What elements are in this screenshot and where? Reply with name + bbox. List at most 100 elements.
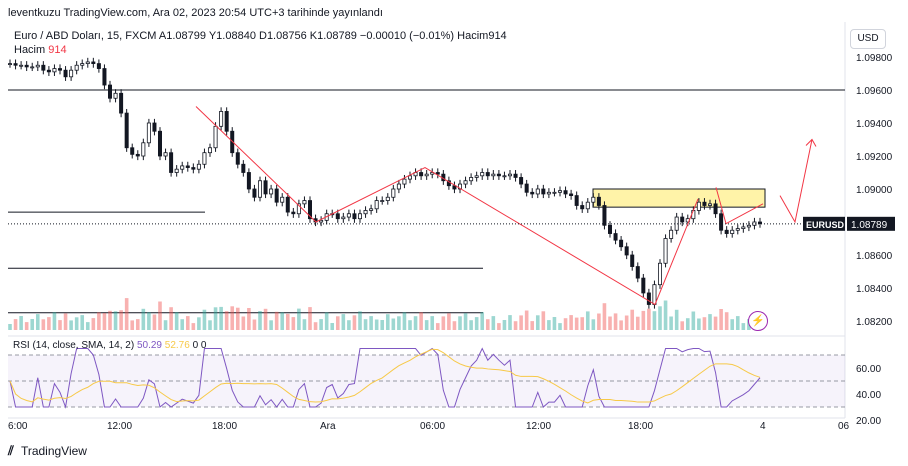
volume-bar — [697, 318, 701, 330]
candle — [207, 147, 212, 154]
symbol-legend: Euro / ABD Doları, 15, FXCM A1.08799 Y1.… — [14, 29, 507, 57]
candle — [474, 175, 479, 178]
candle — [457, 183, 462, 190]
volume-bar — [730, 319, 735, 330]
candle — [363, 210, 368, 215]
candle — [407, 175, 412, 180]
candle — [235, 152, 240, 165]
candle — [335, 213, 340, 220]
price-tick-label: 1.08600 — [856, 251, 893, 262]
volume-bar — [63, 313, 68, 330]
candle — [141, 142, 146, 157]
volume-bar — [685, 318, 690, 330]
volume-bar — [391, 318, 396, 330]
volume-bar — [347, 320, 351, 330]
rsi-ma-value: 52.76 — [164, 340, 190, 351]
candle — [113, 92, 118, 99]
candle — [380, 200, 385, 202]
candle — [624, 246, 629, 256]
candle — [669, 229, 674, 239]
volume-bar — [458, 316, 462, 330]
volume-bar — [130, 320, 135, 330]
volume-bar — [41, 319, 46, 330]
volume-bar — [719, 309, 723, 330]
candle — [691, 210, 696, 220]
volume-bar — [547, 320, 551, 330]
volume-bar — [474, 317, 479, 330]
volume-bar — [274, 311, 279, 330]
volume-bar — [530, 321, 535, 330]
volume-bar — [413, 316, 418, 330]
candle — [635, 266, 640, 279]
candle — [735, 228, 740, 231]
volume-bar — [119, 310, 123, 330]
volume-bar — [563, 318, 568, 330]
volume-bar — [635, 316, 640, 330]
volume-bar — [380, 320, 385, 330]
candle — [535, 188, 540, 195]
candle — [724, 229, 729, 234]
publish-caption: leventkuzu TradingView.com, Ara 02, 2023… — [8, 7, 383, 19]
candle — [741, 226, 746, 229]
candle — [274, 188, 279, 203]
candle — [402, 178, 407, 185]
symbol-line: Euro / ABD Doları, 15, FXCM A1.08799 Y1.… — [14, 30, 507, 42]
candle — [357, 213, 362, 220]
candle — [419, 172, 424, 177]
volume-bar — [124, 298, 129, 330]
candle — [63, 69, 68, 78]
candle — [191, 167, 196, 170]
candle — [80, 63, 85, 66]
volume-bar — [13, 319, 18, 330]
candle — [352, 213, 357, 220]
time-tick-label: 18:00 — [212, 421, 237, 432]
volume-bar — [280, 312, 285, 330]
candle — [652, 284, 657, 305]
volume-bar — [202, 309, 207, 330]
candle — [435, 172, 440, 175]
volume-bar — [169, 307, 173, 330]
candle — [302, 200, 307, 205]
volume-bar — [74, 317, 79, 330]
candle — [591, 196, 596, 203]
candle — [369, 208, 374, 211]
volume-bar — [69, 320, 73, 330]
volume-bar — [435, 323, 440, 330]
volume-bar — [152, 314, 157, 330]
volume-bar — [430, 316, 435, 330]
candle — [341, 216, 346, 220]
candle — [602, 205, 607, 226]
candle — [563, 190, 568, 195]
volume-bar — [502, 320, 507, 330]
candle — [608, 224, 613, 234]
volume-bar — [302, 319, 307, 330]
volume-bar — [158, 301, 162, 330]
candle — [185, 165, 190, 168]
lightning-icon[interactable]: ⚡ — [748, 311, 768, 331]
volume-bar — [97, 312, 101, 330]
volume-bar — [235, 307, 240, 330]
volume-bar — [485, 319, 490, 330]
volume-bar — [241, 316, 246, 330]
candle — [496, 173, 501, 177]
volume-bar — [135, 319, 140, 330]
volume-bar — [324, 312, 329, 330]
volume-bar — [363, 319, 368, 330]
volume-bar — [197, 317, 201, 330]
volume-bar — [102, 313, 107, 330]
volume-bar — [497, 323, 501, 330]
candle — [502, 175, 507, 178]
volume-bar — [219, 306, 223, 330]
volume-bar — [419, 312, 423, 330]
volume-bar — [641, 310, 646, 330]
candle — [480, 172, 485, 177]
volume-bar — [341, 314, 346, 330]
candle — [696, 201, 701, 211]
candle — [152, 122, 157, 132]
retest-line — [715, 187, 764, 225]
volume-bar — [397, 316, 401, 330]
candle — [507, 173, 512, 177]
candle — [485, 172, 490, 177]
currency-button[interactable]: USD — [850, 29, 886, 49]
